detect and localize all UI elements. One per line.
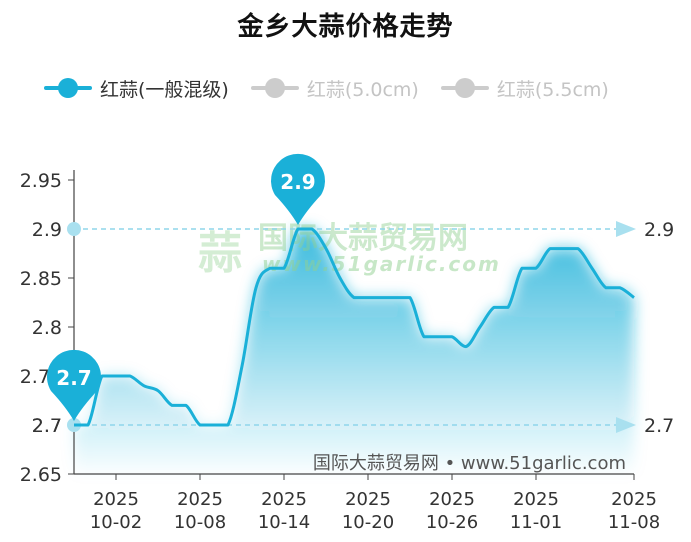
min-reference-arrow — [616, 417, 636, 433]
x-tick-date: 10-14 — [258, 512, 310, 533]
y-tick-label: 2.9 — [32, 219, 62, 241]
legend-item-series-2[interactable]: 红蒜(5.0cm) — [250, 75, 419, 102]
legend-marker-series-1 — [44, 78, 92, 98]
watermark-logo: 蒜 — [198, 228, 242, 279]
x-tick-year: 2025 — [429, 489, 475, 510]
x-tick-date: 10-08 — [174, 512, 226, 533]
source-credit: 国际大蒜贸易网 • www.51garlic.com — [313, 453, 626, 474]
x-tick-year: 2025 — [261, 489, 307, 510]
max-reference-label: 2.9 — [644, 219, 674, 241]
x-tick-date: 11-01 — [510, 512, 562, 533]
legend-marker-series-3 — [440, 78, 489, 98]
y-tick-label: 2.95 — [20, 170, 62, 192]
max-reference-start-dot — [67, 222, 81, 236]
legend: 红蒜(一般混级) 红蒜(5.0cm) 红蒜(5.5cm) — [44, 74, 631, 102]
x-tick-date: 10-20 — [342, 512, 394, 533]
min-marker-label: 2.7 — [56, 366, 91, 390]
max-marker-pin — [271, 153, 325, 225]
y-tick-label: 2.85 — [20, 268, 62, 290]
x-tick-year: 2025 — [513, 489, 559, 510]
legend-marker-series-2 — [250, 78, 299, 98]
series-1-area — [74, 229, 634, 474]
x-tick-date: 10-02 — [90, 512, 142, 533]
x-tick-date: 10-26 — [426, 512, 478, 533]
x-tick-year: 2025 — [93, 489, 139, 510]
legend-label-series-2: 红蒜(5.0cm) — [306, 78, 419, 101]
max-marker-label: 2.9 — [280, 170, 315, 194]
legend-item-series-3[interactable]: 红蒜(5.5cm) — [440, 75, 609, 102]
legend-item-series-1[interactable]: 红蒜(一般混级) — [44, 75, 229, 102]
legend-label-series-1: 红蒜(一般混级) — [100, 78, 229, 101]
x-tick-year: 2025 — [177, 489, 223, 510]
y-tick-label: 2.7 — [32, 415, 62, 437]
series-1-line — [73, 227, 635, 427]
x-tick-year: 2025 — [345, 489, 391, 510]
min-marker-pin — [47, 349, 101, 421]
watermark-url: www.51garlic.com — [262, 252, 501, 276]
min-reference-label: 2.7 — [644, 415, 674, 437]
x-tick-year: 2025 — [611, 489, 657, 510]
y-tick-label: 2.65 — [20, 464, 62, 486]
legend-label-series-3: 红蒜(5.5cm) — [496, 78, 609, 101]
max-reference-arrow — [616, 221, 636, 237]
y-tick-label: 2.8 — [32, 317, 62, 339]
y-tick-label: 2.7 — [32, 415, 62, 437]
chart-title: 金乡大蒜价格走势 — [237, 12, 454, 42]
x-tick-date: 11-08 — [608, 512, 660, 533]
